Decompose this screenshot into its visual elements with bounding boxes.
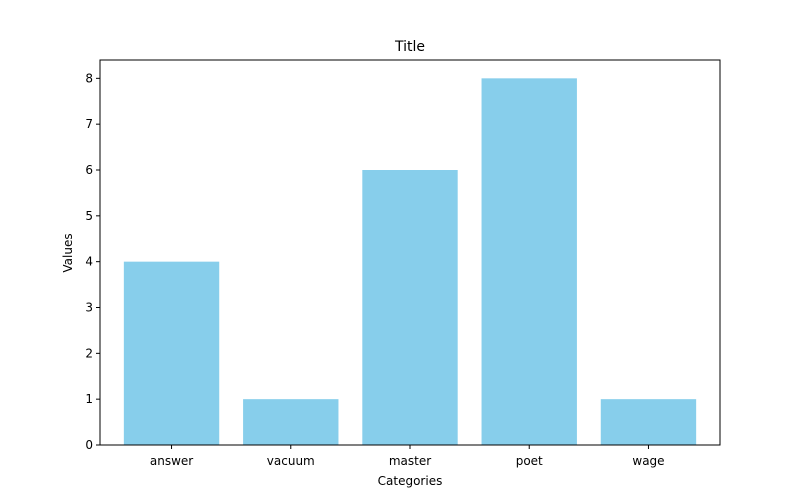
y-axis-label: Values <box>61 233 75 272</box>
y-tick-label: 0 <box>85 438 93 452</box>
x-tick-label-wage: wage <box>632 454 664 468</box>
y-tick-label: 3 <box>85 301 93 315</box>
y-axis-ticks: 0 1 2 3 4 5 6 7 8 <box>85 71 100 452</box>
x-tick-label-master: master <box>389 454 431 468</box>
x-tick-label-poet: poet <box>516 454 543 468</box>
x-axis-ticks: answer vacuum master poet wage <box>150 445 665 468</box>
x-tick-label-answer: answer <box>150 454 193 468</box>
y-tick-label: 4 <box>85 255 93 269</box>
y-tick-label: 5 <box>85 209 93 223</box>
bar-answer <box>123 261 220 445</box>
x-tick-label-vacuum: vacuum <box>267 454 315 468</box>
bar-master <box>362 170 458 445</box>
y-tick-label: 8 <box>85 71 93 85</box>
chart-title: Title <box>394 39 425 55</box>
y-tick-label: 2 <box>85 346 93 360</box>
bar-poet <box>481 78 577 445</box>
bar-vacuum <box>243 399 339 445</box>
bars-group <box>123 78 697 445</box>
y-tick-label: 1 <box>85 392 93 406</box>
y-tick-label: 7 <box>85 117 93 131</box>
x-axis-label: Categories <box>378 474 443 488</box>
y-tick-label: 6 <box>85 163 93 177</box>
bar-wage <box>600 399 697 445</box>
